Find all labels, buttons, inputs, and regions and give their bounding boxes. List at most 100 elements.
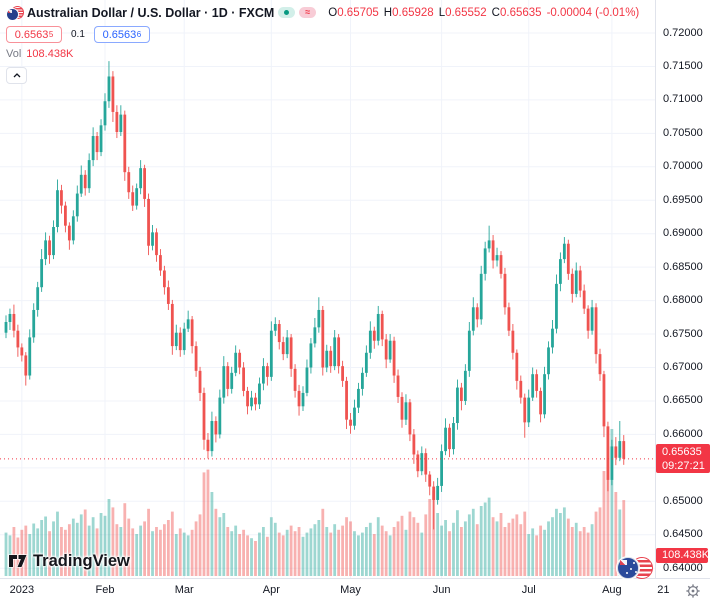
audusd-pair-logo-icon bbox=[617, 556, 657, 580]
ohlc-values: O0.65705 H0.65928 L0.65552 C0.65635 -0.00004… bbox=[328, 6, 640, 19]
candlestick-chart[interactable] bbox=[0, 0, 655, 578]
candle-body bbox=[36, 287, 40, 310]
volume-bar bbox=[103, 515, 107, 576]
price-axis-label: 0.72000 bbox=[663, 26, 703, 39]
candle-body bbox=[186, 319, 190, 329]
candle-body bbox=[555, 283, 558, 329]
buy-button[interactable]: 0.6563 6 bbox=[93, 26, 150, 43]
volume-bar bbox=[432, 490, 436, 576]
volume-bar bbox=[483, 502, 487, 576]
volume-bar bbox=[487, 497, 491, 576]
volume-bar bbox=[376, 517, 380, 576]
candle-body bbox=[364, 352, 368, 373]
candle-body bbox=[170, 303, 174, 347]
volume-bar bbox=[281, 535, 285, 576]
candle-body bbox=[602, 374, 606, 427]
candle-body bbox=[119, 114, 123, 133]
volume-bar bbox=[151, 531, 154, 576]
volume-bar bbox=[491, 517, 495, 576]
spread-label: 0.1 bbox=[71, 29, 85, 40]
delayed-data-icon[interactable]: ≈ bbox=[299, 7, 317, 18]
price-axis-label: 0.66000 bbox=[663, 427, 703, 440]
candle-body bbox=[566, 243, 570, 274]
candle-body bbox=[483, 248, 487, 274]
volume-bar bbox=[147, 508, 150, 576]
candle-body bbox=[412, 434, 416, 455]
volume-bar bbox=[174, 534, 178, 576]
candle-body bbox=[159, 255, 162, 271]
volume-bar bbox=[507, 522, 511, 576]
volume-bar bbox=[467, 514, 471, 576]
time-axis[interactable]: 2023 Feb Mar Apr May Jun Jul Aug 21 bbox=[0, 578, 710, 600]
candle-body bbox=[64, 205, 67, 226]
candle-body bbox=[254, 397, 257, 405]
candle-body bbox=[511, 330, 515, 353]
volume-bar bbox=[412, 517, 416, 576]
candle-body bbox=[242, 367, 245, 391]
sell-button[interactable]: 0.6563 5 bbox=[6, 26, 62, 43]
volume-bar bbox=[475, 524, 479, 576]
candle-body bbox=[440, 451, 443, 486]
candle-body bbox=[79, 174, 83, 194]
volume-bar bbox=[226, 527, 230, 576]
volume-bar bbox=[269, 517, 273, 576]
candle-body bbox=[218, 397, 222, 435]
volume-bar bbox=[364, 527, 368, 576]
candle-body bbox=[60, 190, 63, 206]
volume-bar bbox=[56, 511, 59, 576]
volume-bar bbox=[333, 524, 337, 576]
candle-body bbox=[436, 485, 440, 500]
symbol-title[interactable]: Australian Dollar / U.S. Dollar · 1D · F… bbox=[27, 5, 275, 20]
time-axis-label: 21 bbox=[657, 584, 670, 596]
volume-axis-badge: 108.438K bbox=[656, 548, 709, 563]
volume-bar bbox=[4, 532, 8, 576]
candle-body bbox=[206, 439, 210, 452]
candle-body bbox=[329, 350, 333, 367]
volume-bar bbox=[250, 538, 253, 576]
candle-body bbox=[289, 337, 293, 369]
candle-body bbox=[202, 392, 206, 440]
volume-bar bbox=[131, 528, 135, 576]
volume-bar bbox=[357, 535, 360, 576]
candle-body bbox=[182, 328, 186, 351]
volume-bar bbox=[321, 508, 325, 576]
chart-legend: Australian Dollar / U.S. Dollar · 1D · F… bbox=[6, 4, 644, 84]
candle-body bbox=[91, 136, 95, 161]
candle-body bbox=[163, 270, 166, 288]
candle-body bbox=[372, 330, 376, 341]
candle-body bbox=[333, 337, 337, 367]
volume-bar bbox=[79, 514, 83, 576]
volume-bar bbox=[428, 499, 432, 576]
candle-body bbox=[527, 397, 531, 423]
time-axis-label: Feb bbox=[95, 584, 115, 596]
candle-body bbox=[559, 259, 562, 284]
candle-body bbox=[614, 446, 618, 458]
volume-bar bbox=[273, 522, 277, 576]
candle-body bbox=[463, 370, 467, 401]
volume-bar bbox=[551, 517, 554, 576]
volume-bar bbox=[210, 492, 214, 576]
change-value: -0.00004 (-0.01%) bbox=[546, 6, 640, 19]
candle-body bbox=[127, 172, 131, 193]
candle-body bbox=[547, 347, 550, 375]
price-axis-label: 0.66500 bbox=[663, 394, 703, 407]
candle-body bbox=[210, 421, 214, 452]
candle-body bbox=[590, 307, 594, 331]
candle-body bbox=[622, 441, 626, 459]
volume-bar bbox=[555, 508, 558, 576]
candle-body bbox=[297, 390, 301, 407]
market-status-icon[interactable] bbox=[278, 7, 296, 18]
candle-body bbox=[471, 307, 475, 331]
candle-body bbox=[32, 309, 36, 338]
candle-body bbox=[495, 255, 499, 261]
candle-body bbox=[456, 387, 459, 424]
tradingview-watermark[interactable]: TradingView bbox=[8, 551, 130, 571]
volume-bar bbox=[349, 521, 352, 576]
volume-bar bbox=[531, 528, 535, 576]
candle-body bbox=[48, 240, 51, 256]
settings-gear-icon[interactable] bbox=[686, 584, 700, 598]
price-axis[interactable]: 0.72000 0.71500 0.71000 0.70500 0.70000 0.695… bbox=[655, 0, 710, 578]
candle-body bbox=[40, 259, 44, 288]
collapse-legend-button[interactable] bbox=[6, 67, 27, 84]
volume-bar bbox=[368, 522, 372, 576]
